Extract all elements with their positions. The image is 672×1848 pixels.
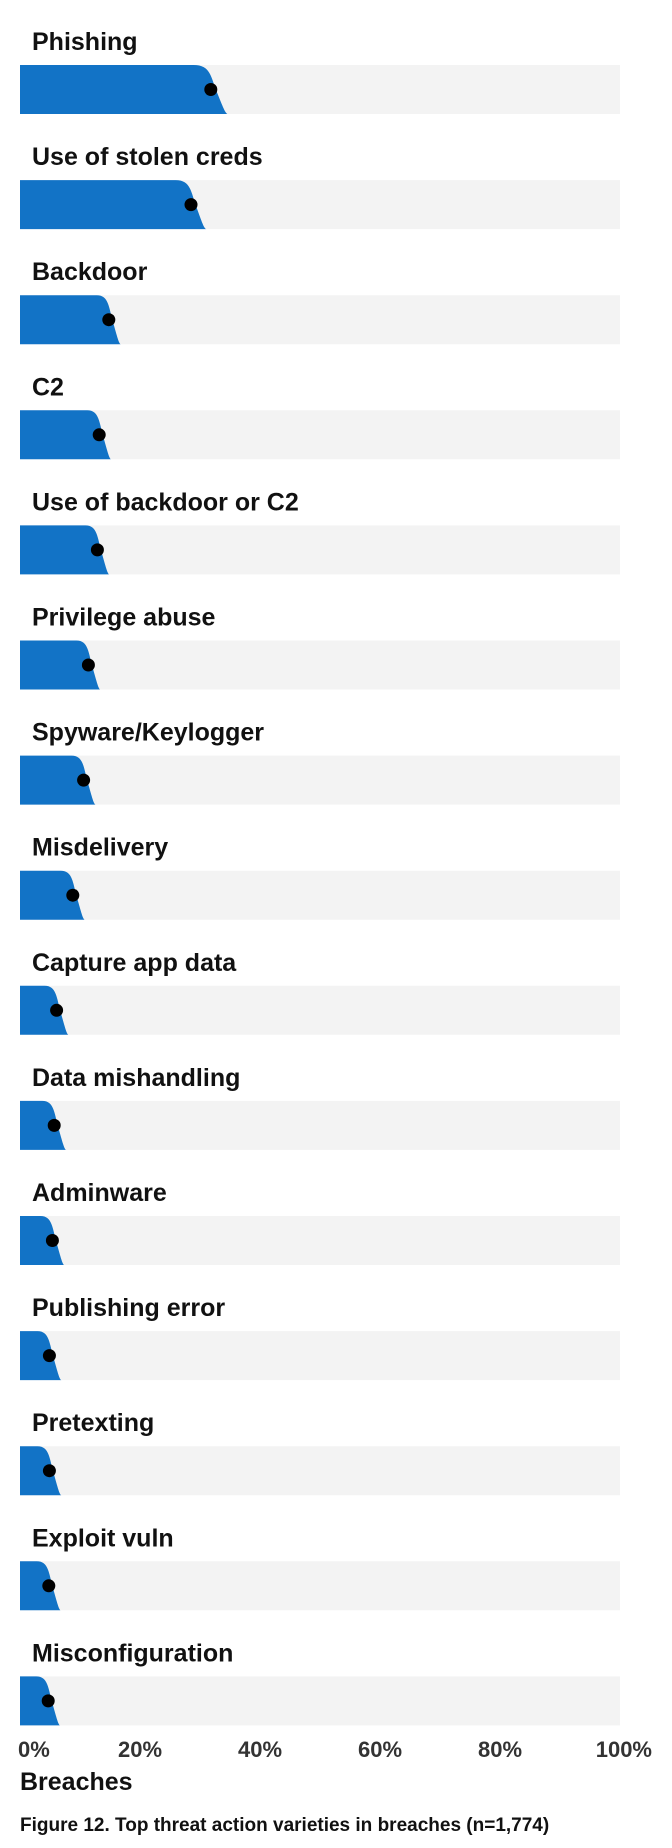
chart-caption: Figure 12. Top threat action varieties i…: [20, 1815, 549, 1836]
bar-capture-app-data: [20, 985, 69, 1035]
bar-c2: [20, 410, 112, 460]
bar-label: Data mishandling: [32, 1064, 240, 1092]
bar-track: [20, 410, 620, 460]
bar-track: [20, 1100, 620, 1150]
bar-row-use-of-backdoor-or-c2: Use of backdoor or C2: [20, 488, 620, 575]
chart-rows: Phishing Use of stolen creds Backdoor C2 Use…: [20, 28, 620, 1726]
bar-label: Capture app data: [32, 949, 237, 977]
bar-row-spyware-keylogger: Spyware/Keylogger: [20, 719, 620, 805]
bar-label: Use of backdoor or C2: [32, 488, 299, 516]
bar-label: C2: [32, 373, 64, 401]
bar-row-exploit-vuln: Exploit vuln: [20, 1524, 620, 1611]
bar-row-phishing: Phishing: [20, 28, 620, 114]
bar-adminware: [20, 1216, 65, 1265]
bar-track: [20, 1676, 620, 1726]
bar-misconfiguration: [20, 1676, 61, 1726]
point-estimate: [204, 83, 218, 96]
bar-row-misconfiguration: Misconfiguration: [20, 1639, 620, 1726]
bar-label: Backdoor: [32, 258, 148, 286]
bar-row-misdelivery: Misdelivery: [20, 834, 620, 920]
x-tick-label: 60%: [358, 1737, 402, 1762]
x-axis-ticks: 0% 20% 40% 60% 80% 100%: [18, 1737, 652, 1762]
bar-label: Adminware: [32, 1179, 167, 1207]
bar-label: Use of stolen creds: [32, 143, 263, 171]
bar-data-mishandling: [20, 1100, 67, 1150]
x-tick-label: 0%: [18, 1737, 50, 1762]
point-estimate: [90, 543, 104, 557]
point-estimate: [77, 773, 91, 787]
bar-row-c2: C2: [20, 373, 620, 460]
bar-phishing: [20, 65, 228, 114]
bar-use-of-backdoor-or-c2: [20, 525, 110, 575]
x-tick-label: 80%: [478, 1737, 522, 1762]
bar-row-pretexting: Pretexting: [20, 1409, 620, 1496]
x-tick-label: 20%: [118, 1737, 162, 1762]
point-estimate: [42, 1579, 56, 1593]
bar-row-adminware: Adminware: [20, 1179, 620, 1265]
point-estimate: [66, 888, 80, 902]
bar-label: Phishing: [32, 28, 138, 56]
point-estimate: [47, 1118, 61, 1132]
bar-row-use-of-stolen-creds: Use of stolen creds: [20, 143, 620, 230]
bar-row-capture-app-data: Capture app data: [20, 949, 620, 1035]
bar-row-privilege-abuse: Privilege abuse: [20, 604, 620, 690]
bar-track: [20, 1446, 620, 1496]
x-axis-title: Breaches: [20, 1768, 133, 1796]
bar-privilege-abuse: [20, 640, 101, 690]
point-estimate: [102, 313, 116, 327]
point-estimate: [81, 658, 95, 672]
bar-track: [20, 870, 620, 920]
bar-row-backdoor: Backdoor: [20, 258, 620, 345]
bar-use-of-stolen-creds: [20, 180, 207, 230]
bar-misdelivery: [20, 870, 85, 920]
bar-label: Publishing error: [32, 1294, 225, 1322]
bar-label: Misconfiguration: [32, 1639, 233, 1667]
point-estimate: [42, 1464, 56, 1478]
bar-track: [20, 1561, 620, 1611]
bar-track: [20, 295, 620, 345]
bar-pretexting: [20, 1446, 62, 1496]
bar-backdoor: [20, 295, 121, 345]
x-tick-label: 40%: [238, 1737, 282, 1762]
bar-track: [20, 985, 620, 1035]
bar-label: Spyware/Keylogger: [32, 719, 264, 747]
bar-exploit-vuln: [20, 1561, 61, 1611]
bar-publishing-error: [20, 1331, 62, 1381]
x-tick-label: 100%: [596, 1737, 652, 1762]
bar-track: [20, 640, 620, 690]
bar-label: Misdelivery: [32, 834, 168, 862]
point-estimate: [41, 1694, 55, 1708]
bar-label: Privilege abuse: [32, 604, 216, 632]
point-estimate: [92, 428, 106, 442]
point-estimate: [50, 1003, 64, 1017]
point-estimate: [184, 198, 198, 212]
point-estimate: [45, 1234, 59, 1247]
bar-row-publishing-error: Publishing error: [20, 1294, 620, 1381]
bar-track: [20, 1331, 620, 1381]
bar-track: [20, 525, 620, 575]
bar-row-data-mishandling: Data mishandling: [20, 1064, 620, 1150]
bar-track: [20, 1216, 620, 1265]
bar-label: Exploit vuln: [32, 1524, 174, 1552]
point-estimate: [42, 1349, 56, 1363]
bar-spyware-keylogger: [20, 755, 96, 805]
bar-track: [20, 755, 620, 805]
bar-label: Pretexting: [32, 1409, 154, 1437]
